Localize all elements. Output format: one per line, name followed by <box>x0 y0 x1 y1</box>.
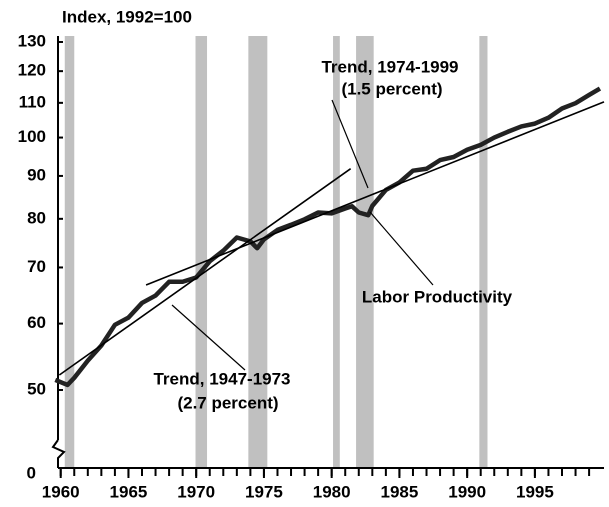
y-tick-label: 80 <box>27 208 46 227</box>
leader-line <box>331 99 369 189</box>
recession-band <box>333 36 340 468</box>
recession-band <box>64 36 75 468</box>
leader-line <box>171 304 246 371</box>
recession-band <box>195 36 208 468</box>
trend-line <box>58 168 352 376</box>
y-tick-label: 130 <box>18 31 46 50</box>
y-tick-label: 70 <box>27 257 46 276</box>
series-label: Labor Productivity <box>362 287 513 306</box>
y-tick-label: 60 <box>27 313 46 332</box>
x-tick-label: 1985 <box>381 482 419 501</box>
productivity-line <box>54 86 602 388</box>
trend-line <box>145 101 605 286</box>
axis-break <box>51 439 66 468</box>
x-tick-label: 1970 <box>177 482 215 501</box>
series-note: (1.5 percent) <box>341 79 442 98</box>
y-tick-label: 120 <box>18 61 46 80</box>
series-label: Trend, 1974-1999 <box>321 57 458 76</box>
x-tick-label: 1980 <box>313 482 351 501</box>
series-label: Trend, 1947-1973 <box>153 369 290 388</box>
recession-band <box>248 36 268 468</box>
y-tick-label: 90 <box>27 165 46 184</box>
y-tick-label: 50 <box>27 379 46 398</box>
x-tick-label: 1995 <box>516 482 554 501</box>
recession-band <box>356 36 374 468</box>
recession-band <box>479 36 488 468</box>
leader-line <box>369 211 434 286</box>
series-note: (2.7 percent) <box>177 393 278 412</box>
x-tick-label: 1975 <box>245 482 283 501</box>
x-tick-label: 1965 <box>110 482 148 501</box>
y-tick-label: 0 <box>27 463 36 482</box>
y-tick-label: 110 <box>19 92 46 111</box>
chart-title: Index, 1992=100 <box>62 7 192 26</box>
x-tick-label: 1960 <box>42 482 80 501</box>
x-tick-label: 1990 <box>448 482 486 501</box>
y-tick-label: 100 <box>18 127 46 146</box>
